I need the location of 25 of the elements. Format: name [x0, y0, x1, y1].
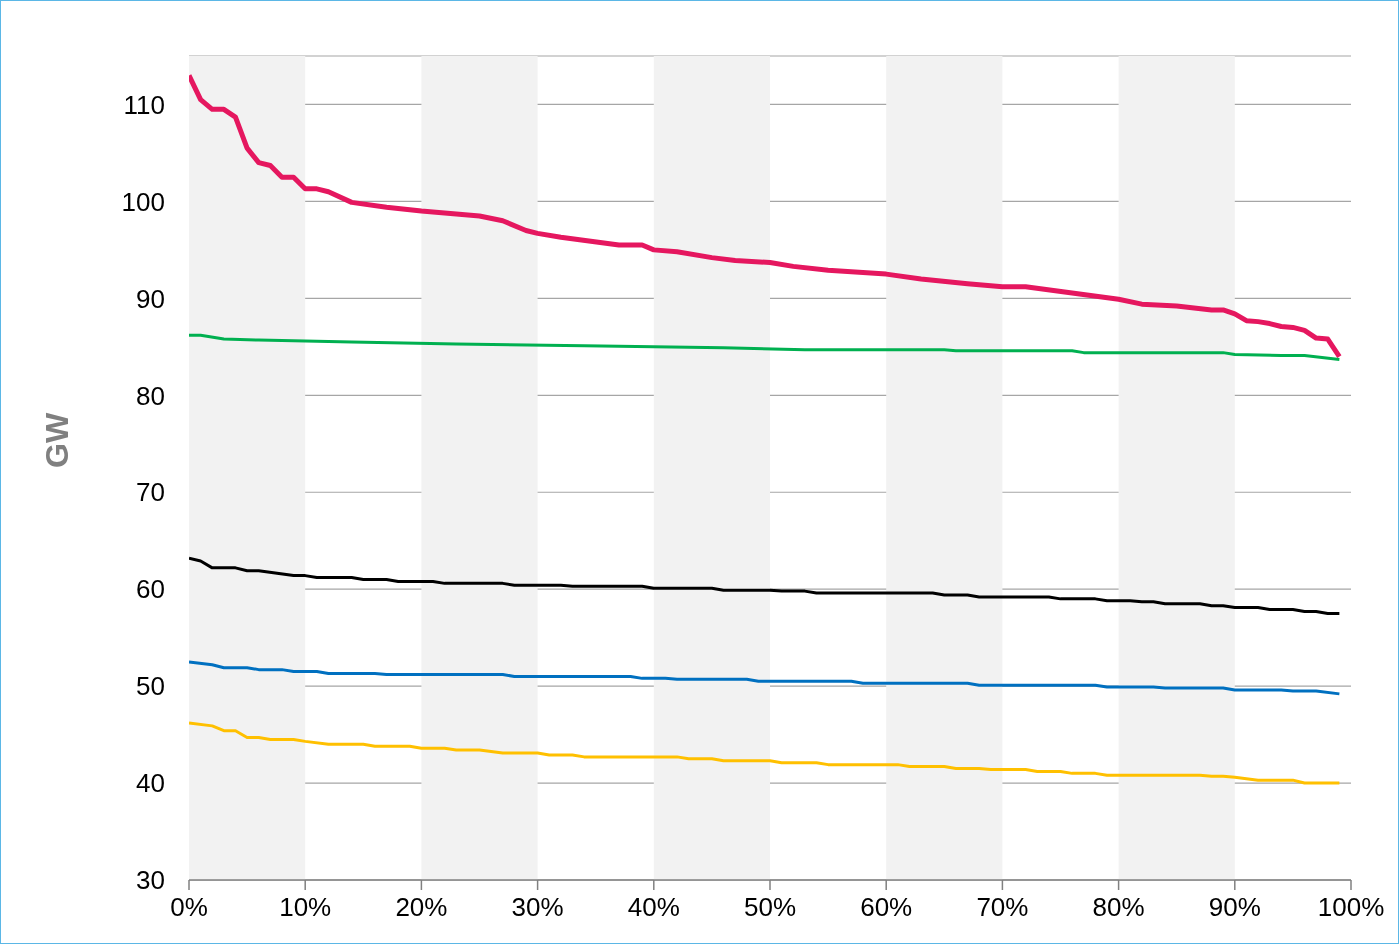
- y-tick-label: 60: [136, 574, 165, 605]
- line-series: [189, 333, 1341, 361]
- x-tick-label: 90%: [1208, 892, 1261, 923]
- y-tick-label: 90: [136, 283, 165, 314]
- x-tick-label: 10%: [279, 892, 332, 923]
- y-tick-label: 30: [136, 865, 165, 896]
- x-tick-label: 70%: [976, 892, 1029, 923]
- x-tick-label: 100%: [1317, 892, 1385, 923]
- y-tick-label: 70: [136, 477, 165, 508]
- y-tick-label: 40: [136, 768, 165, 799]
- x-tick-label: 80%: [1092, 892, 1145, 923]
- line-series: [189, 721, 1341, 785]
- x-tick-label: 20%: [395, 892, 448, 923]
- line-series: [189, 660, 1341, 696]
- y-axis-title: GW: [39, 412, 76, 468]
- line-series: [189, 556, 1341, 615]
- y-tick-label: 100: [121, 186, 165, 217]
- y-tick-label: 110: [123, 89, 165, 120]
- x-tick-label: 30%: [511, 892, 564, 923]
- x-tick-label: 40%: [627, 892, 680, 923]
- x-tick-label: 0%: [170, 892, 208, 923]
- y-tick-label: 50: [136, 671, 165, 702]
- x-tick-label: 50%: [743, 892, 797, 923]
- y-tick-label: 80: [136, 380, 165, 411]
- x-tick-label: 60%: [860, 892, 913, 923]
